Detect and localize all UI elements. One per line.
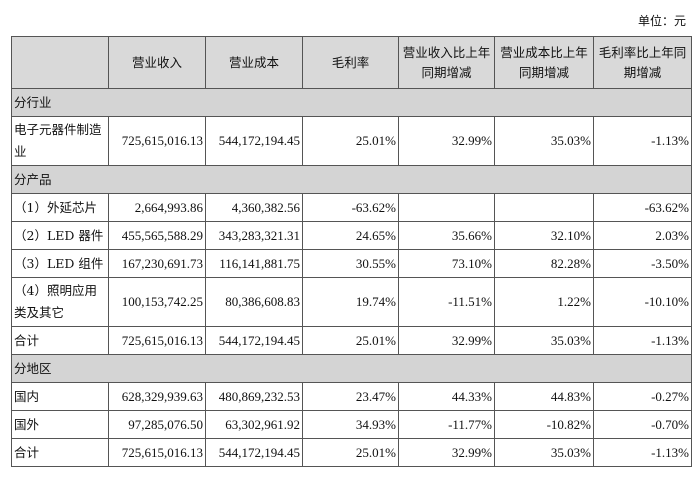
column-header: 营业成本比上年同期增减: [494, 36, 594, 89]
table-cell: 4,360,382.56: [205, 193, 303, 222]
table-cell: 32.99%: [398, 116, 495, 166]
table-row: （4）照明应用类及其它 100,153,742.25 80,386,608.83 19…: [11, 277, 692, 327]
row-label: （3）LED 组件: [11, 249, 109, 278]
table-cell: -1.13%: [593, 326, 692, 355]
table-cell: 343,283,321.31: [205, 221, 303, 250]
revenue-table: 营业收入 营业成本 毛利率 营业收入比上年同期增减 营业成本比上年同期增减 毛利率比上年同…: [11, 36, 692, 467]
row-label: 合计: [11, 326, 109, 355]
section-row: 分行业: [11, 88, 692, 117]
row-label: 电子元器件制造业: [11, 116, 109, 166]
table-cell: 73.10%: [398, 249, 495, 278]
table-cell: 167,230,691.73: [108, 249, 206, 278]
table-cell: 30.55%: [302, 249, 399, 278]
table-cell: 25.01%: [302, 438, 399, 467]
row-label: 合计: [11, 438, 109, 467]
table-row: 电子元器件制造业 725,615,016.13 544,172,194.45 25.0…: [11, 116, 692, 166]
table-cell: 25.01%: [302, 116, 399, 166]
row-label: （2）LED 器件: [11, 221, 109, 250]
column-header: 毛利率: [302, 36, 399, 89]
section-row: 分产品: [11, 165, 692, 194]
section-label: 分行业: [11, 88, 692, 117]
table-cell: 19.74%: [302, 277, 399, 327]
table-cell: 100,153,742.25: [108, 277, 206, 327]
table-cell: 35.03%: [494, 438, 594, 467]
table-row: 合计 725,615,016.13 544,172,194.45 25.01% 32.9…: [11, 438, 692, 467]
table-cell: 116,141,881.75: [205, 249, 303, 278]
table-row: （2）LED 器件 455,565,588.29 343,283,321.31 24.…: [11, 221, 692, 250]
table-cell: 455,565,588.29: [108, 221, 206, 250]
row-label: （1）外延芯片: [11, 193, 109, 222]
column-header: 毛利率比上年同期增减: [593, 36, 692, 89]
table-cell: 35.66%: [398, 221, 495, 250]
table-cell: -3.50%: [593, 249, 692, 278]
table-cell: 25.01%: [302, 326, 399, 355]
table-row: （1）外延芯片 2,664,993.86 4,360,382.56 -63.62% -6…: [11, 193, 692, 222]
table-cell: -11.77%: [398, 410, 495, 439]
table-cell: 1.22%: [494, 277, 594, 327]
table-cell: [398, 193, 495, 222]
table-cell: 44.83%: [494, 382, 594, 411]
table-cell: -0.27%: [593, 382, 692, 411]
table-row: 国外 97,285,076.50 63,302,961.92 34.93% -11.77…: [11, 410, 692, 439]
table-cell: -63.62%: [593, 193, 692, 222]
table-cell: 34.93%: [302, 410, 399, 439]
column-header: 营业收入: [108, 36, 206, 89]
table-row: （3）LED 组件 167,230,691.73 116,141,881.75 30.…: [11, 249, 692, 278]
section-label: 分地区: [11, 354, 692, 383]
table-cell: 80,386,608.83: [205, 277, 303, 327]
table-cell: 2,664,993.86: [108, 193, 206, 222]
table-cell: 725,615,016.13: [108, 326, 206, 355]
table-cell: -1.13%: [593, 438, 692, 467]
table-body: 分行业 电子元器件制造业 725,615,016.13 544,172,194.45 2…: [11, 88, 692, 467]
table-cell: 97,285,076.50: [108, 410, 206, 439]
table-cell: 35.03%: [494, 116, 594, 166]
section-label: 分产品: [11, 165, 692, 194]
table-cell: 544,172,194.45: [205, 438, 303, 467]
table-cell: 23.47%: [302, 382, 399, 411]
table-cell: 544,172,194.45: [205, 116, 303, 166]
unit-label: 单位：元: [637, 14, 686, 28]
column-header: 营业成本: [205, 36, 303, 89]
table-cell: [494, 193, 594, 222]
table-cell: 63,302,961.92: [205, 410, 303, 439]
table-row: 国内 628,329,939.63 480,869,232.53 23.47% 44.3…: [11, 382, 692, 411]
table-cell: -1.13%: [593, 116, 692, 166]
table-cell: 725,615,016.13: [108, 116, 206, 166]
table-cell: 32.99%: [398, 438, 495, 467]
table-cell: 24.65%: [302, 221, 399, 250]
table-cell: -0.70%: [593, 410, 692, 439]
table-row: 合计 725,615,016.13 544,172,194.45 25.01% 32.9…: [11, 326, 692, 355]
table-cell: 628,329,939.63: [108, 382, 206, 411]
table-cell: 725,615,016.13: [108, 438, 206, 467]
table-cell: -10.82%: [494, 410, 594, 439]
table-cell: -11.51%: [398, 277, 495, 327]
table-cell: 32.99%: [398, 326, 495, 355]
table-cell: 32.10%: [494, 221, 594, 250]
table-cell: -63.62%: [302, 193, 399, 222]
table-cell: 44.33%: [398, 382, 495, 411]
section-row: 分地区: [11, 354, 692, 383]
table-cell: 2.03%: [593, 221, 692, 250]
row-label: （4）照明应用类及其它: [11, 277, 109, 327]
table-cell: 82.28%: [494, 249, 594, 278]
table-cell: 480,869,232.53: [205, 382, 303, 411]
row-label: 国内: [11, 382, 109, 411]
table-cell: 544,172,194.45: [205, 326, 303, 355]
table-cell: 35.03%: [494, 326, 594, 355]
column-header: [11, 36, 109, 89]
row-label: 国外: [11, 410, 109, 439]
header-row: 营业收入 营业成本 毛利率 营业收入比上年同期增减 营业成本比上年同期增减 毛利率比上年同…: [11, 36, 692, 89]
table-cell: -10.10%: [593, 277, 692, 327]
column-header: 营业收入比上年同期增减: [398, 36, 495, 89]
